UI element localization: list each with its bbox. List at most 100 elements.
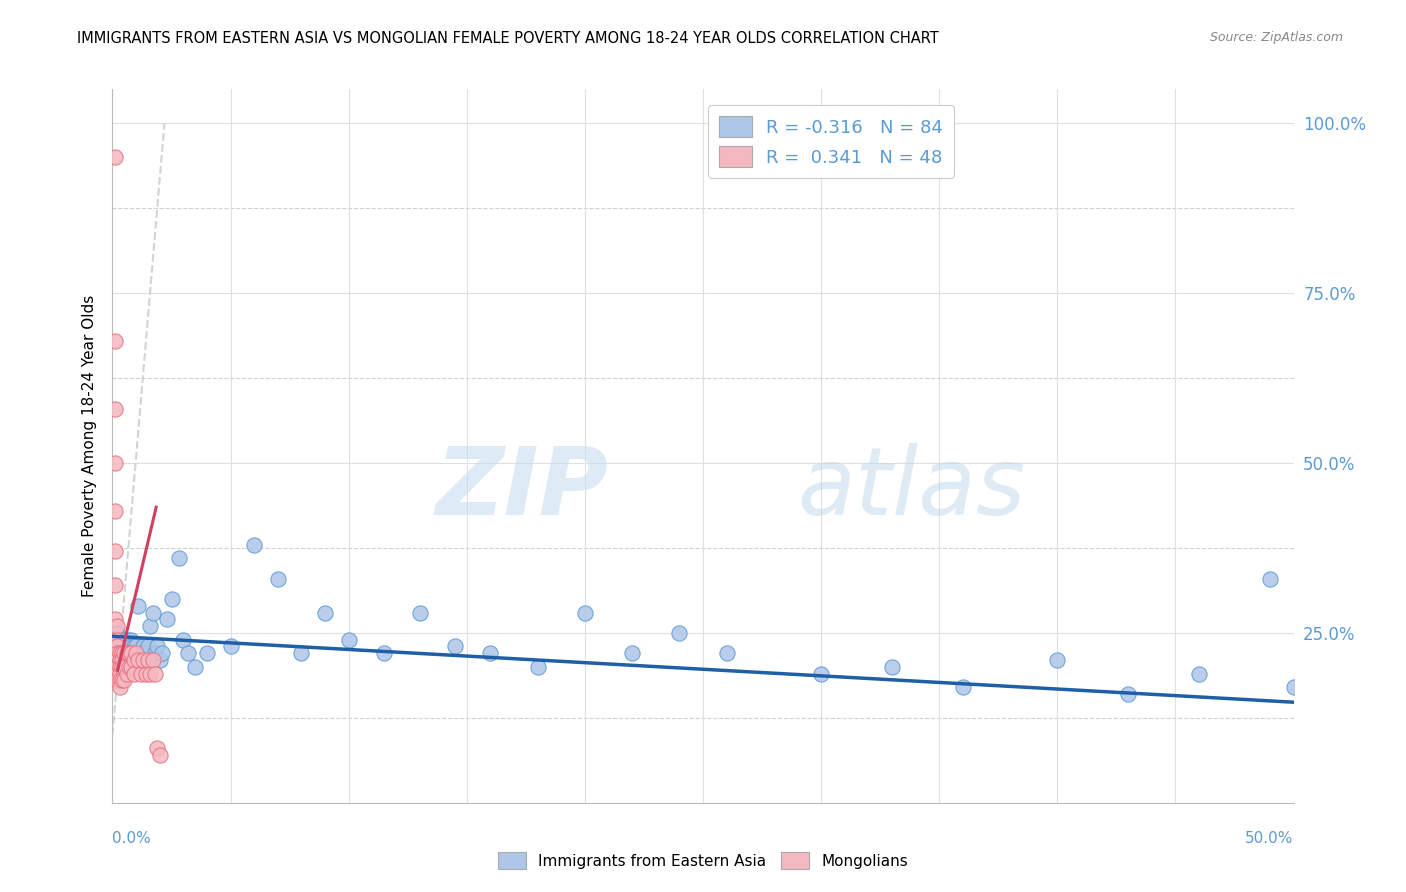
Point (125, 653, 148, 667)
Point (142, 653, 165, 667)
Point (184, 660, 207, 674)
Point (112, 646, 135, 660)
Point (195, 646, 218, 660)
Point (105, 646, 128, 660)
Point (142, 606, 165, 620)
Point (267, 572, 290, 586)
Point (160, 591, 183, 606)
Point (104, 632, 127, 647)
Point (125, 646, 148, 660)
Point (104, 578, 127, 592)
Point (111, 653, 134, 667)
Point (122, 653, 145, 667)
Point (108, 632, 131, 647)
Point (105, 673, 128, 688)
Text: 50.0%: 50.0% (1246, 831, 1294, 847)
Point (290, 646, 312, 660)
Point (132, 640, 155, 654)
Point (118, 653, 141, 667)
Point (408, 606, 430, 620)
Text: IMMIGRANTS FROM EASTERN ASIA VS MONGOLIAN FEMALE POVERTY AMONG 18-24 YEAR OLDS C: IMMIGRANTS FROM EASTERN ASIA VS MONGOLIA… (77, 31, 939, 46)
Legend: R = -0.316   N = 84, R =  0.341   N = 48: R = -0.316 N = 84, R = 0.341 N = 48 (709, 105, 953, 178)
Point (108, 653, 131, 667)
Point (127, 646, 149, 660)
Point (104, 456, 127, 470)
Point (139, 666, 162, 681)
Point (115, 666, 138, 681)
Point (120, 653, 142, 667)
Point (621, 646, 644, 660)
Point (167, 551, 190, 566)
Point (112, 673, 135, 688)
Point (112, 646, 135, 660)
Point (373, 646, 395, 660)
Point (132, 646, 155, 660)
Point (1282, 680, 1305, 694)
Point (149, 748, 172, 763)
Point (118, 640, 141, 654)
Point (104, 503, 127, 517)
Point (139, 619, 162, 633)
Point (136, 640, 159, 654)
Point (115, 646, 138, 660)
Point (444, 640, 467, 654)
Point (118, 660, 141, 674)
Text: Source: ZipAtlas.com: Source: ZipAtlas.com (1209, 31, 1343, 45)
Point (129, 646, 152, 660)
Point (111, 646, 134, 660)
Point (146, 640, 169, 654)
Point (1116, 687, 1139, 701)
Point (120, 646, 142, 660)
Point (337, 632, 360, 647)
Point (136, 653, 159, 667)
Point (880, 660, 903, 674)
Point (104, 150, 127, 164)
Point (108, 680, 131, 694)
Point (146, 741, 169, 756)
Point (120, 632, 142, 647)
Point (111, 646, 134, 660)
Point (219, 640, 242, 654)
Point (112, 646, 135, 660)
Point (122, 646, 145, 660)
Point (125, 640, 148, 654)
Point (115, 646, 138, 660)
Point (115, 653, 138, 667)
Point (111, 632, 134, 647)
Point (108, 653, 131, 667)
Text: atlas: atlas (797, 443, 1026, 534)
Point (129, 666, 152, 681)
Point (122, 653, 145, 667)
Point (108, 660, 131, 674)
Point (127, 653, 149, 667)
Point (108, 673, 131, 688)
Point (115, 660, 138, 674)
Point (1046, 653, 1069, 667)
Point (125, 646, 148, 660)
Point (111, 660, 134, 674)
Point (127, 599, 149, 613)
Point (129, 653, 152, 667)
Point (105, 653, 128, 667)
Point (143, 646, 166, 660)
Point (1258, 572, 1281, 586)
Y-axis label: Female Poverty Among 18-24 Year Olds: Female Poverty Among 18-24 Year Olds (82, 295, 97, 597)
Point (112, 632, 135, 647)
Point (135, 646, 157, 660)
Text: ZIP: ZIP (436, 442, 609, 535)
Point (149, 653, 172, 667)
Point (112, 653, 135, 667)
Point (143, 666, 166, 681)
Point (108, 640, 131, 654)
Point (120, 646, 142, 660)
Point (104, 646, 127, 660)
Point (122, 666, 145, 681)
Point (105, 640, 128, 654)
Point (314, 606, 336, 620)
Point (105, 653, 128, 667)
Point (668, 626, 690, 640)
Point (112, 640, 135, 654)
Point (105, 626, 128, 640)
Point (111, 660, 134, 674)
Point (112, 660, 135, 674)
